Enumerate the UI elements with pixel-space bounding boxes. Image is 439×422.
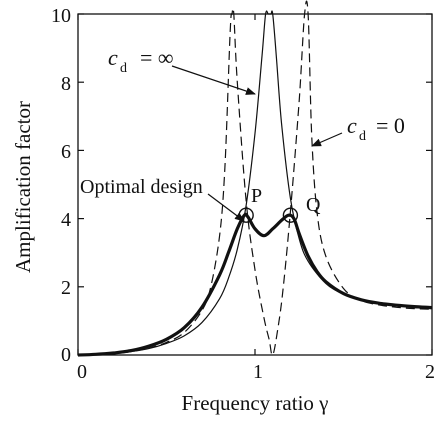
x-axis-title: Frequency ratio γ (182, 391, 329, 415)
y-tick-label-2: 2 (61, 277, 71, 299)
y-axis-title: Amplification factor (11, 101, 35, 273)
cd-symbol: c (108, 45, 118, 70)
cd-subscript: d (359, 129, 366, 144)
marker-p-label: P (251, 185, 262, 207)
annotation-cd-zero: c d = 0 (311, 113, 405, 147)
curve-optimal-design (77, 212, 433, 357)
tick-marks (77, 13, 433, 356)
cd-subscript: d (120, 61, 127, 76)
curve-cd-zero (77, 0, 433, 356)
y-tick-label-8: 8 (61, 73, 71, 95)
x-tick-label-2: 2 (425, 361, 435, 383)
optimal-design-arrow (207, 193, 245, 222)
cd-infinity-arrow (171, 65, 256, 95)
cd-infinity-rhs: = ∞ (140, 45, 174, 70)
cd-zero-rhs: = 0 (376, 113, 405, 138)
annotation-cd-infinity: c d = ∞ (108, 45, 256, 95)
y-tick-label-4: 4 (61, 209, 71, 231)
y-tick-label-6: 6 (61, 141, 71, 163)
y-tick-label-0: 0 (61, 344, 71, 366)
cd-zero-arrow (311, 132, 343, 147)
x-tick-label-0: 0 (77, 361, 87, 383)
marker-q (282, 207, 299, 223)
y-tick-label-10: 10 (51, 5, 71, 27)
x-tick-label-1: 1 (253, 361, 263, 383)
annotation-optimal-design: Optimal design (80, 176, 245, 222)
marker-q-label: Q (306, 194, 321, 216)
cd-symbol: c (347, 113, 357, 138)
optimal-design-label: Optimal design (80, 176, 203, 198)
